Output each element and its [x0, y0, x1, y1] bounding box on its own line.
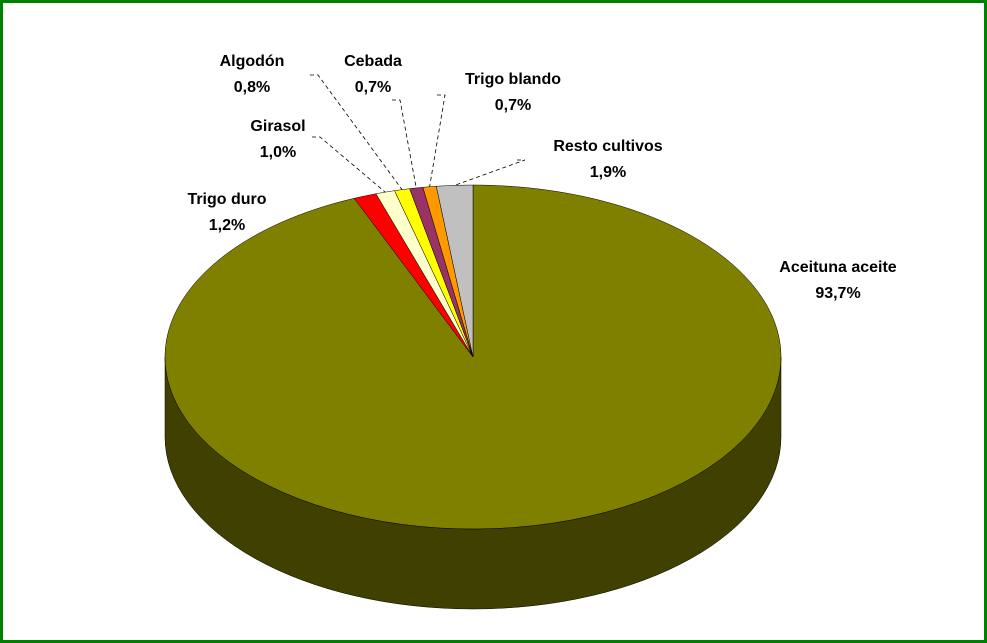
slice-value-label: 93,7% — [815, 285, 860, 302]
leader-line — [310, 74, 403, 190]
slice-label: Girasol — [250, 118, 305, 135]
slice-label: Resto cultivos — [553, 138, 662, 155]
slice-value-label: 0,8% — [234, 79, 270, 96]
leader-line — [429, 94, 446, 187]
leader-line — [454, 159, 526, 186]
leader-line — [312, 136, 386, 193]
slice-value-label: 1,0% — [260, 144, 296, 161]
slice-value-label: 0,7% — [355, 79, 391, 96]
slice-label: Trigo blando — [465, 71, 561, 88]
slice-label: Trigo duro — [187, 191, 266, 208]
slice-label: Algodón — [220, 53, 285, 70]
slice-value-label: 1,2% — [209, 217, 245, 234]
slice-value-label: 1,9% — [590, 164, 626, 181]
pie-slice — [436, 184, 474, 358]
slice-label: Cebada — [344, 53, 402, 70]
slice-label: Aceituna aceite — [779, 259, 896, 276]
leader-line — [392, 99, 417, 189]
slice-value-label: 0,7% — [495, 97, 531, 114]
